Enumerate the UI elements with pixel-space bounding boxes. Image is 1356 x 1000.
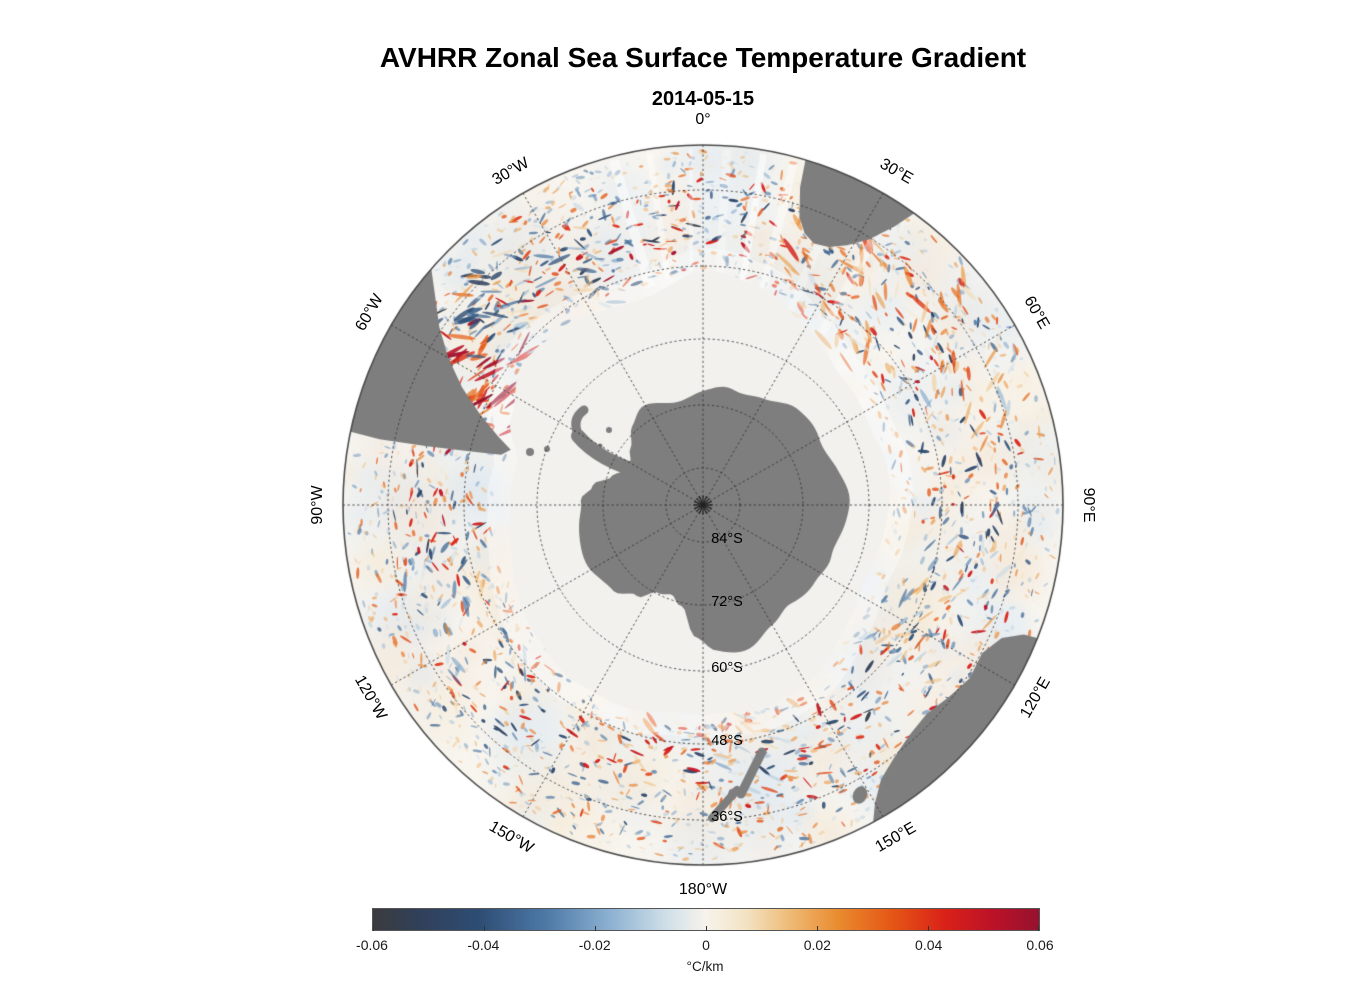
colorbar-tick-mark	[483, 926, 485, 931]
colorbar-tick-mark	[1038, 926, 1039, 931]
colorbar-tick-label: 0.02	[803, 937, 831, 953]
colorbar-tick-label: -0.06	[356, 937, 388, 953]
latitude-label-36S: 36°S	[711, 809, 743, 825]
latitude-label-72S: 72°S	[711, 594, 743, 610]
colorbar-tick-mark	[706, 926, 707, 931]
colorbar-tick-mark	[816, 926, 818, 931]
colorbar-tick-label: 0.06	[1026, 937, 1054, 953]
colorbar-tick-label: -0.02	[578, 937, 611, 953]
longitude-label-90E: 90°E	[1080, 487, 1097, 523]
longitude-label-0: 0°	[695, 111, 711, 128]
longitude-label-180W: 180°W	[678, 881, 728, 898]
colorbar-tick-label: 0	[702, 937, 710, 953]
colorbar-tick-label: 0.04	[915, 937, 943, 953]
longitude-label-90W: 90°W	[309, 485, 326, 525]
latitude-label-60S: 60°S	[711, 660, 743, 676]
colorbar-tick-labels: -0.06 -0.04 -0.02 0 0.02 0.04 0.06	[356, 937, 1054, 955]
latitude-label-48S: 48°S	[711, 733, 743, 749]
colorbar-tick-mark	[373, 926, 374, 931]
colorbar-tick-mark	[594, 926, 596, 931]
colorbar-unit-label: °C/km	[686, 959, 724, 974]
latitude-label-84S: 84°S	[711, 531, 743, 547]
colorbar-tick-label: -0.04	[467, 937, 500, 953]
colorbar-tick-mark	[928, 926, 929, 931]
colorbar-gradient	[372, 908, 1040, 931]
